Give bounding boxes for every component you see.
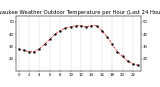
Title: Milwaukee Weather Outdoor Temperature per Hour (Last 24 Hours): Milwaukee Weather Outdoor Temperature pe… xyxy=(0,10,160,15)
